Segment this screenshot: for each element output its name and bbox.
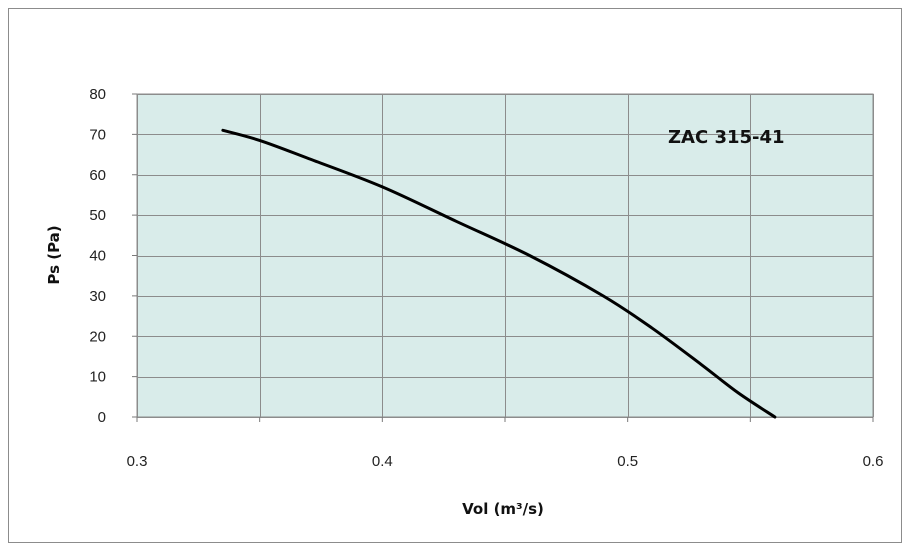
x-axis-title: Vol (m³/s) [462,500,544,518]
y-tick-label: 40 [89,248,106,265]
y-axis-ticks: 0 10 20 30 40 50 60 70 80 [89,86,137,426]
x-tick-label: 0.5 [617,453,638,470]
x-tick-label: 0.6 [863,453,884,470]
y-axis-title: Ps (Pa) [45,225,63,284]
series-lines [221,128,777,419]
y-tick-label: 60 [89,167,106,184]
series-line [221,128,777,419]
y-tick-label: 50 [89,207,106,224]
y-tick-label: 30 [89,288,106,305]
chart-annotation: ZAC 315-41 [668,127,785,148]
y-tick-label: 20 [89,328,106,345]
x-tick-label: 0.3 [127,453,148,470]
x-tick-label: 0.4 [372,453,393,470]
y-tick-label: 80 [89,86,106,103]
x-axis-ticks: 0.3 0.4 0.5 0.6 [127,417,884,470]
y-tick-label: 70 [89,126,106,143]
y-tick-label: 10 [89,369,106,386]
y-tick-label: 0 [98,409,106,426]
